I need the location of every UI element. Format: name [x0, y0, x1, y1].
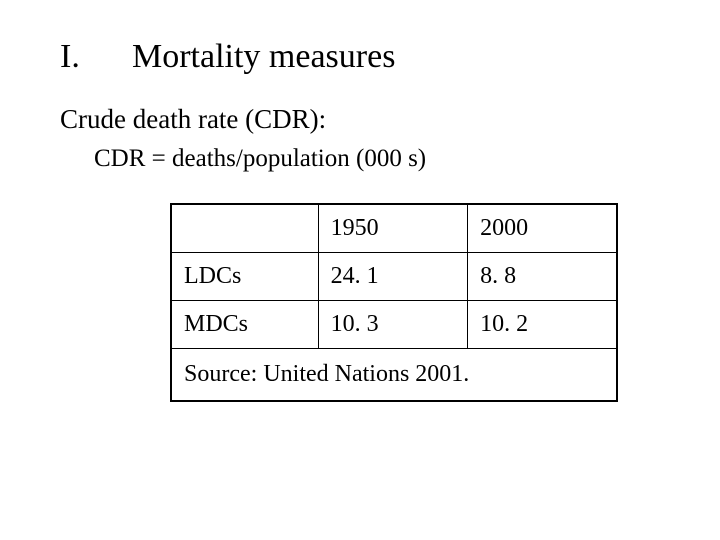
cell-ldcs-2000: 8. 8 — [468, 253, 617, 301]
table-source-row: Source: United Nations 2001. — [171, 349, 617, 402]
cdr-table-container: 1950 2000 LDCs 24. 1 8. 8 MDCs 10. 3 10.… — [170, 203, 618, 402]
row-label-ldcs: LDCs — [171, 253, 318, 301]
heading-number: I. — [60, 38, 132, 76]
slide-heading: I. Mortality measures — [60, 38, 660, 76]
table-source: Source: United Nations 2001. — [171, 349, 617, 402]
formula: CDR = deaths/population (000 s) — [94, 145, 660, 173]
table-header-blank — [171, 204, 318, 253]
heading-title: Mortality measures — [132, 38, 395, 76]
cell-mdcs-1950: 10. 3 — [318, 301, 467, 349]
row-label-mdcs: MDCs — [171, 301, 318, 349]
cell-ldcs-1950: 24. 1 — [318, 253, 467, 301]
cell-mdcs-2000: 10. 2 — [468, 301, 617, 349]
table-header-row: 1950 2000 — [171, 204, 617, 253]
cdr-table: 1950 2000 LDCs 24. 1 8. 8 MDCs 10. 3 10.… — [170, 203, 618, 402]
subtitle: Crude death rate (CDR): — [60, 104, 660, 135]
table-row: LDCs 24. 1 8. 8 — [171, 253, 617, 301]
table-header-1950: 1950 — [318, 204, 467, 253]
table-header-2000: 2000 — [468, 204, 617, 253]
table-row: MDCs 10. 3 10. 2 — [171, 301, 617, 349]
